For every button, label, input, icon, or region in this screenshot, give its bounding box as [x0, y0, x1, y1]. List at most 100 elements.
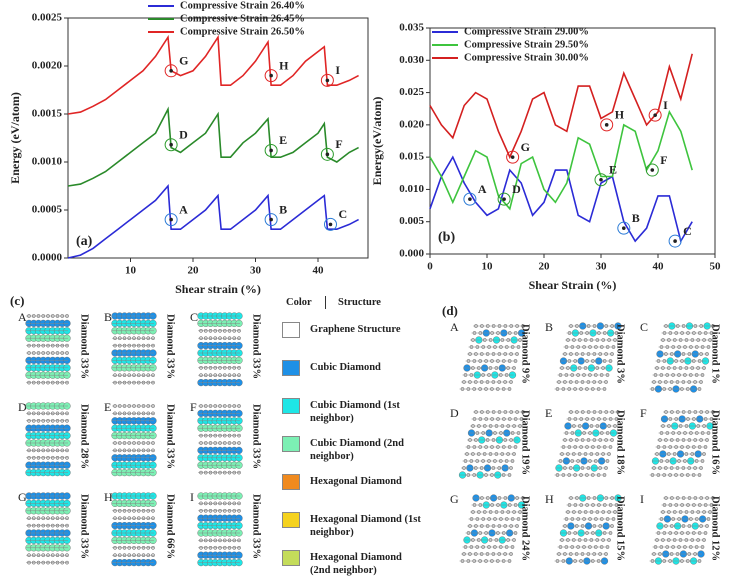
series-line: [429, 53, 693, 160]
structure-image: [25, 492, 71, 565]
y-tick-label: 0.0015: [32, 108, 63, 120]
annotation-ring: [617, 221, 631, 235]
annotation-ring: [164, 213, 178, 227]
structure-image: [554, 410, 620, 477]
diamond-fraction: Diamond 33%: [79, 314, 90, 379]
x-tick-label: 10: [482, 261, 494, 273]
diamond-fraction: Diamond 12%: [710, 496, 721, 561]
x-tick-label: 40: [653, 261, 665, 273]
annotation-dot: [510, 155, 515, 159]
structure-letter: G: [18, 490, 27, 504]
diamond-fraction: Diamond 9%: [520, 324, 531, 384]
legend-header: Color: [286, 297, 312, 308]
diamond-fraction: Diamond 19%: [520, 410, 531, 475]
structure-image: [649, 322, 715, 393]
annotation-label: E: [279, 133, 287, 147]
y-tick-label: 0.030: [399, 54, 424, 66]
structure-image: [459, 324, 526, 391]
series-line: [67, 184, 359, 259]
structure-image: [197, 492, 243, 567]
structure-letter: I: [190, 490, 194, 504]
structure-letter: B: [104, 310, 112, 324]
structure-letter: F: [640, 406, 647, 420]
legend-label: Cubic Diamond: [310, 362, 381, 373]
annotation-ring: [645, 163, 659, 177]
y-tick-label: 0.025: [399, 86, 424, 98]
panel-label: (a): [76, 234, 93, 249]
annotation-dot: [269, 148, 273, 153]
y-tick-label: 0.020: [399, 118, 424, 130]
annotation-label: C: [339, 207, 348, 221]
legend-label: Hexagonal Diamond: [310, 476, 402, 487]
x-tick-label: 50: [710, 261, 722, 273]
x-tick-label: 30: [250, 265, 262, 277]
annotation-label: H: [279, 58, 289, 72]
y-axis-label: Energy(eV/atom): [370, 97, 384, 186]
annotation-label: A: [179, 202, 188, 216]
legend-label: Compressive Strain 26.45%: [180, 13, 305, 24]
diamond-fraction: Diamond 24%: [520, 496, 531, 561]
structure-letter: A: [450, 320, 459, 334]
structure-letter: D: [450, 406, 459, 420]
series-line: [67, 34, 359, 115]
annotation-label: A: [478, 182, 487, 196]
legend-swatch: [282, 360, 300, 376]
annotation-ring: [264, 143, 278, 157]
y-tick-label: 0.0000: [32, 252, 63, 264]
diamond-fraction: Diamond 33%: [165, 404, 176, 469]
structure-image: [554, 322, 622, 391]
annotation-label: I: [663, 98, 668, 112]
annotation-ring: [463, 192, 477, 206]
annotation-dot: [269, 73, 273, 78]
legend-label: Graphene Structure: [310, 324, 401, 335]
annotation-label: F: [660, 153, 667, 167]
annotation-ring: [594, 173, 608, 187]
legend-swatch: [282, 398, 300, 414]
annotation-ring: [164, 64, 178, 78]
diamond-fraction: Diamond 33%: [251, 404, 262, 469]
structure-image: [197, 312, 243, 387]
legend-label: Compressive Strain 29.00%: [464, 26, 589, 37]
series-line: [67, 106, 359, 187]
legend-swatch: [282, 474, 300, 490]
annotation-label: B: [279, 202, 287, 216]
annotation-dot: [325, 78, 330, 83]
annotation-label: G: [521, 140, 530, 154]
y-tick-label: 0.000: [399, 248, 424, 260]
annotation-dot: [604, 123, 609, 127]
structure-letter: E: [104, 400, 111, 414]
annotation-label: H: [615, 108, 625, 122]
legend-label: Compressive Strain 26.50%: [180, 26, 305, 37]
annotation-label: E: [609, 162, 617, 176]
legend-label: Compressive Strain 29.50%: [464, 39, 589, 50]
legend-divider: [325, 296, 326, 309]
y-tick-label: 0.035: [399, 22, 424, 34]
annotation-ring: [497, 192, 511, 206]
annotation-dot: [622, 226, 626, 230]
panel-label: (d): [442, 303, 458, 318]
y-tick-label: 0.0005: [32, 204, 63, 216]
legend-header: Structure: [338, 297, 381, 308]
annotation-ring: [320, 147, 334, 161]
structure-letter: G: [450, 492, 459, 506]
legend-label: Hexagonal Diamond (2nd neighbor): [310, 552, 402, 576]
series-line: [429, 109, 693, 211]
diamond-fraction: Diamond 3%: [615, 324, 626, 384]
y-tick-label: 0.015: [399, 151, 424, 163]
diamond-fraction: Diamond 28%: [79, 404, 90, 469]
diamond-fraction: Diamond 66%: [165, 494, 176, 559]
structure-letter: C: [190, 310, 198, 324]
structure-letter: H: [104, 490, 113, 504]
structure-letter: A: [18, 310, 27, 324]
x-tick-label: 10: [125, 265, 137, 277]
legend-swatch: [282, 550, 300, 566]
annotation-ring: [164, 138, 178, 152]
structure-letter: D: [18, 400, 27, 414]
annotation-ring: [320, 73, 334, 87]
structure-letter: I: [640, 492, 644, 506]
annotation-dot: [502, 197, 506, 201]
annotation-ring: [600, 118, 614, 132]
y-tick-label: 0.0025: [32, 12, 63, 24]
